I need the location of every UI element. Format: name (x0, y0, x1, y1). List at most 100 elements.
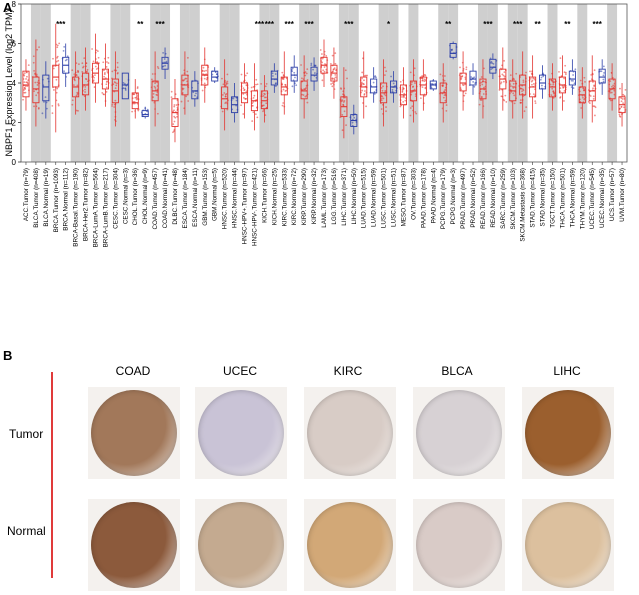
data-point (96, 61, 98, 63)
data-point (602, 80, 605, 83)
data-point (83, 95, 86, 98)
x-tick-label: LUSC.Tumor (n=501) (381, 168, 388, 228)
data-point (559, 57, 562, 60)
data-point (383, 93, 386, 96)
data-point (114, 87, 117, 90)
data-point (23, 81, 26, 84)
significance-label: *** (285, 20, 295, 29)
data-point (56, 87, 59, 90)
data-point (224, 102, 227, 104)
data-point (333, 67, 336, 70)
data-point (392, 82, 395, 85)
box (280, 76, 288, 96)
data-point (443, 79, 446, 82)
panel-a-letter: A (3, 0, 13, 15)
box (121, 72, 129, 100)
box (290, 66, 298, 82)
data-point (503, 75, 506, 78)
column-title-kirc: KIRC (333, 364, 363, 378)
data-point (480, 76, 483, 78)
data-point (522, 89, 525, 92)
data-point (563, 77, 565, 80)
x-tick-label: KICH.Tumor (n=66) (261, 168, 268, 223)
data-point (423, 78, 426, 81)
data-point (330, 83, 332, 85)
data-point (515, 72, 518, 75)
data-point (513, 85, 516, 88)
data-point (460, 88, 462, 91)
data-point (581, 96, 584, 99)
data-point (274, 85, 277, 87)
data-point (106, 70, 109, 72)
significance-label: ** (137, 20, 144, 29)
data-point (402, 87, 405, 90)
data-point (534, 100, 537, 103)
ihc-tile-kirc-tumor (304, 387, 396, 479)
data-point (202, 66, 205, 69)
data-point (300, 64, 302, 66)
significance-label: *** (344, 20, 354, 29)
data-point (56, 46, 59, 49)
data-point (203, 70, 206, 73)
data-point (553, 92, 556, 95)
box (598, 68, 606, 84)
data-point (173, 105, 176, 108)
data-point (302, 88, 305, 91)
data-point (240, 73, 243, 76)
data-point (410, 83, 413, 86)
data-point (232, 97, 235, 100)
data-point (23, 91, 26, 94)
data-point (549, 83, 552, 86)
data-point (23, 72, 26, 75)
box (310, 66, 318, 82)
data-point (341, 129, 344, 132)
data-point (97, 56, 100, 59)
x-tick-label: PCPG.Tumor (n=179) (440, 168, 447, 229)
x-tick-label: UCS.Tumor (n=57) (609, 168, 616, 221)
significance-label: ** (564, 20, 571, 29)
data-point (331, 77, 334, 80)
data-point (215, 73, 218, 76)
data-point (173, 109, 175, 112)
box (548, 78, 557, 98)
data-point (609, 80, 612, 83)
data-point (619, 116, 622, 118)
shade-band (189, 4, 200, 162)
box (32, 76, 40, 104)
x-tick-label: OV.Tumor (n=303) (410, 168, 417, 220)
data-point (331, 82, 334, 85)
data-point (122, 87, 125, 90)
data-point (481, 83, 484, 86)
data-point (36, 81, 39, 84)
data-point (430, 87, 433, 89)
data-point (572, 87, 575, 89)
data-point (592, 87, 594, 90)
data-point (459, 66, 461, 69)
ihc-tile-lihc-normal (522, 499, 614, 591)
data-point (203, 82, 206, 85)
panel-b: B (0, 340, 639, 595)
data-point (285, 89, 288, 92)
column-title-ucec: UCEC (222, 364, 257, 378)
data-point (465, 68, 468, 71)
shade-band (448, 4, 459, 162)
x-tick-label: LIHC.Tumor (n=371) (341, 168, 348, 226)
data-point (594, 114, 596, 117)
data-point (175, 104, 178, 106)
data-point (264, 114, 267, 117)
data-point (593, 105, 596, 108)
data-point (226, 80, 229, 83)
data-point (282, 88, 285, 91)
x-tick-label: READ.Tumor (n=166) (480, 168, 487, 229)
data-point (443, 75, 446, 77)
x-tick-label: BRCA.Normal (n=112) (63, 168, 70, 231)
column-title-coad: COAD (115, 364, 151, 378)
data-point (403, 92, 406, 95)
data-point (509, 85, 512, 87)
data-point (107, 56, 110, 59)
data-point (552, 81, 555, 84)
data-point (51, 112, 54, 115)
data-point (480, 96, 483, 99)
data-point (38, 46, 40, 49)
data-point (482, 93, 485, 95)
